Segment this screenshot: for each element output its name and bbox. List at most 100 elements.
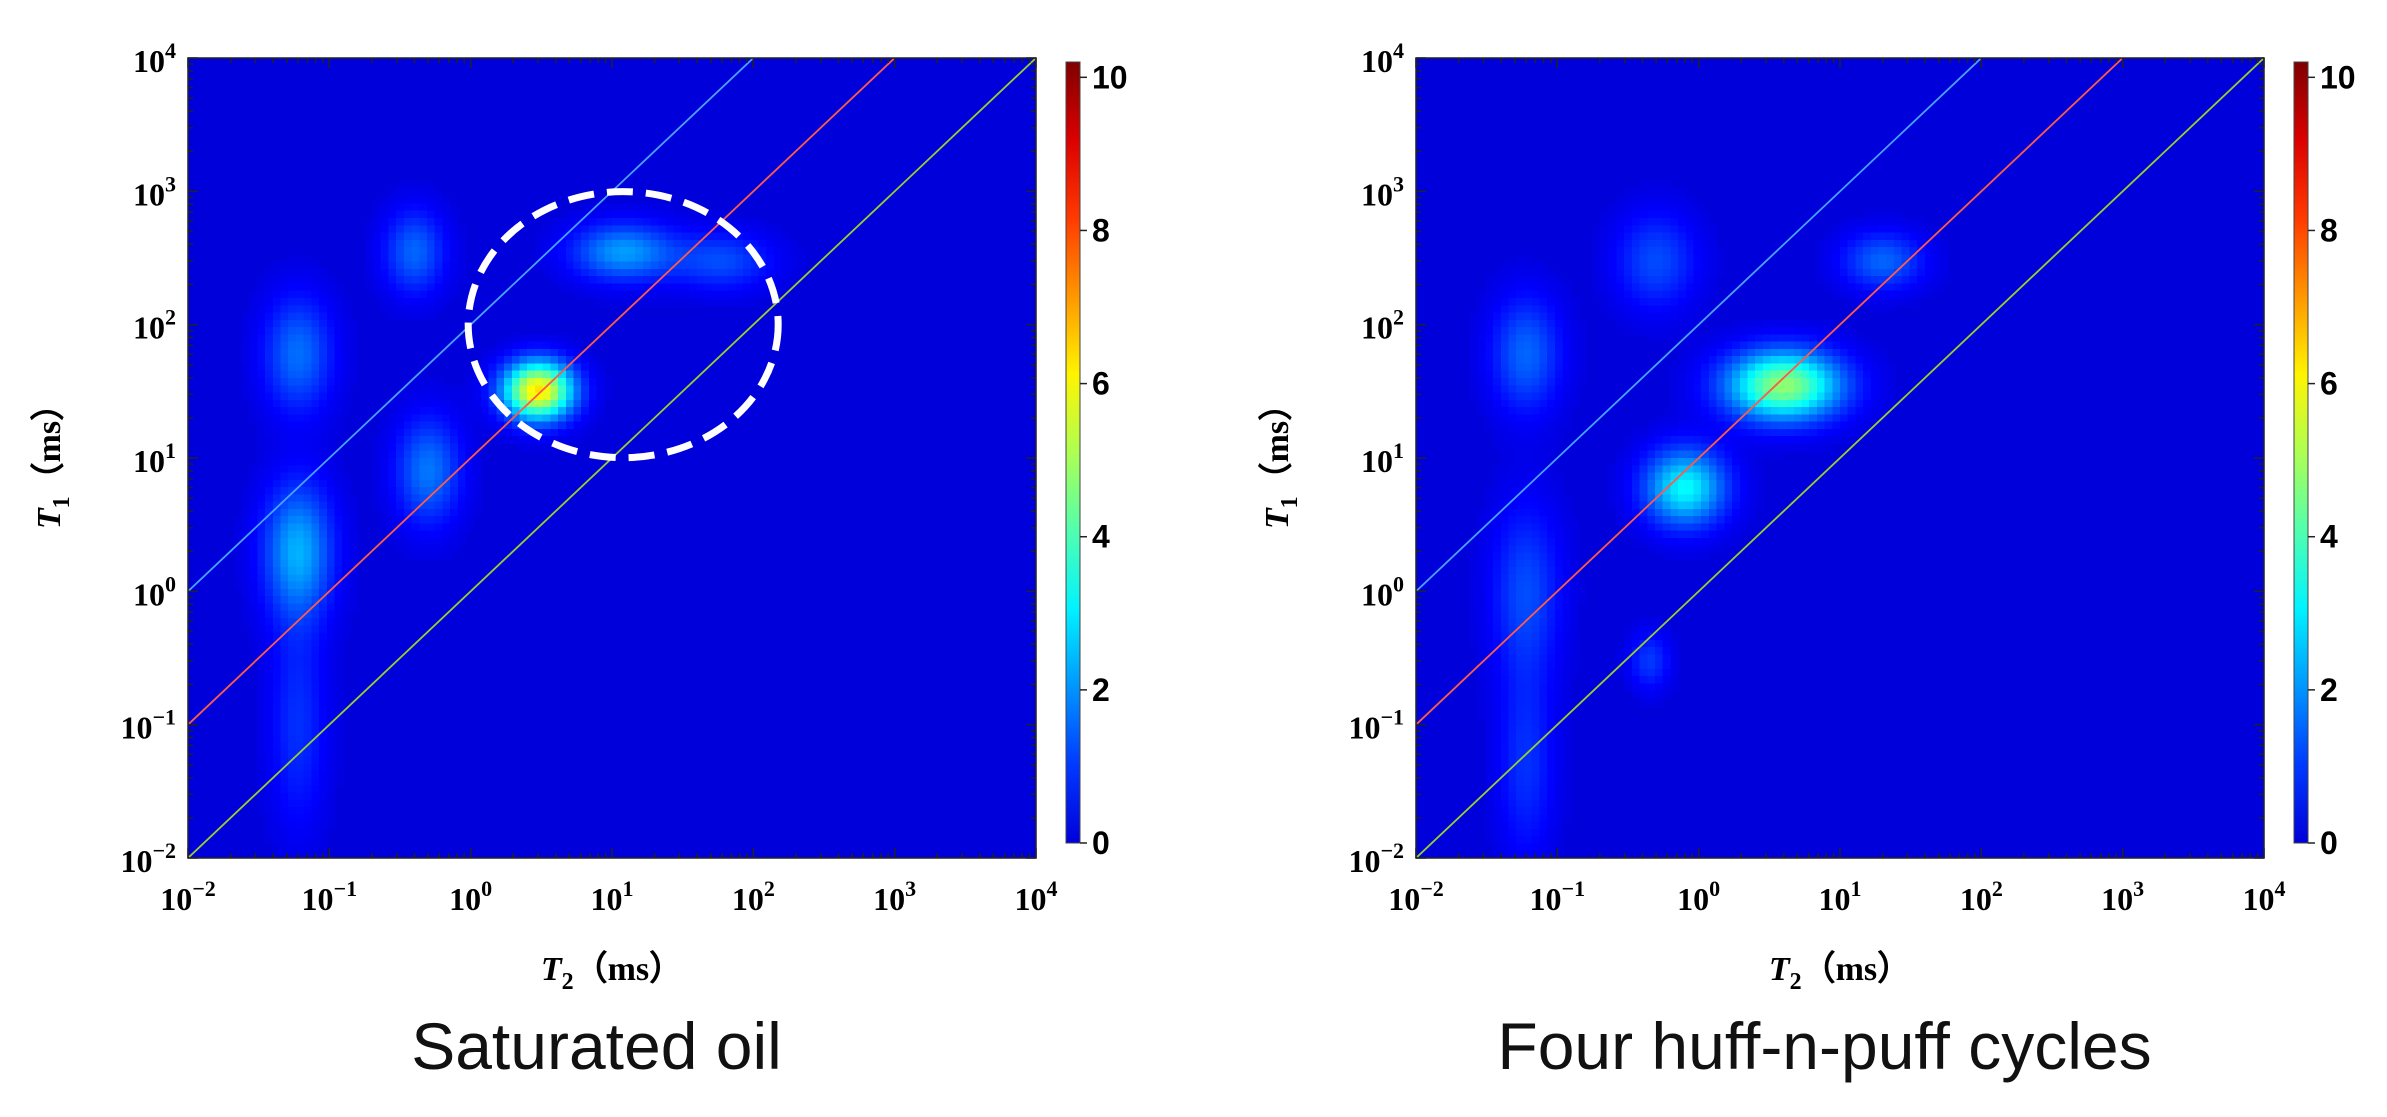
heatmap-cell <box>1531 596 1540 605</box>
heatmap-cell <box>241 530 251 539</box>
heatmap-cell <box>388 312 397 321</box>
heatmap-cell <box>311 610 320 619</box>
heatmap-cell <box>241 319 251 328</box>
heatmap-cell <box>319 479 328 488</box>
heatmap-cell <box>1755 443 1764 452</box>
heatmap-cell <box>334 676 343 685</box>
heatmap-cell <box>265 392 274 401</box>
heatmap-cell <box>1493 814 1502 823</box>
heatmap-cell <box>288 567 297 575</box>
heatmap-cell <box>303 494 312 503</box>
heatmap-cell <box>1570 581 1579 590</box>
heatmap-cell <box>1477 676 1486 685</box>
heatmap-cell <box>249 370 258 379</box>
heatmap-cell <box>1477 348 1486 357</box>
heatmap-cell <box>1500 545 1510 554</box>
heatmap-cell <box>1508 625 1517 634</box>
heatmap-cell <box>1647 472 1656 481</box>
heatmap-cell <box>1878 298 1887 306</box>
heatmap-cell <box>1485 778 1494 786</box>
heatmap-cell <box>403 305 413 314</box>
heatmap-cell <box>1508 690 1517 699</box>
heatmap-cell <box>1870 305 1880 314</box>
heatmap-cell <box>558 392 567 401</box>
heatmap-cell <box>1539 341 1548 350</box>
heatmap-cell <box>1886 392 1895 401</box>
heatmap-cell <box>581 385 590 394</box>
heatmap-cell <box>450 545 459 554</box>
heatmap-cell <box>1678 545 1687 554</box>
heatmap-cell <box>1500 552 1510 561</box>
heatmap-cell <box>1647 239 1656 248</box>
heatmap-cell <box>265 421 274 430</box>
heatmap-cell <box>319 283 328 292</box>
heatmap-cell <box>295 508 305 517</box>
colorbar <box>2293 61 2309 844</box>
heatmap-cell <box>1847 407 1857 415</box>
heatmap-cell <box>1662 647 1671 655</box>
heatmap-cell <box>280 603 289 612</box>
heatmap-cell <box>311 341 320 350</box>
heatmap-cell <box>696 283 706 292</box>
heatmap-cell <box>326 334 336 343</box>
heatmap-cell <box>257 618 266 626</box>
heatmap-cell <box>311 668 320 677</box>
heatmap-cell <box>1647 210 1656 219</box>
heatmap-cell <box>257 378 266 386</box>
heatmap-cell <box>1516 574 1525 583</box>
heatmap-cell <box>488 378 497 386</box>
heatmap-cell <box>326 319 336 328</box>
heatmap-cell <box>635 232 644 241</box>
heatmap-cell <box>1554 727 1564 735</box>
heatmap-cell <box>249 538 258 546</box>
heatmap-cell <box>1531 588 1540 597</box>
heatmap-cell <box>426 276 436 285</box>
heatmap-cell <box>1770 385 1779 394</box>
heatmap-cell <box>1547 647 1556 655</box>
heatmap-cell <box>1855 283 1864 292</box>
heatmap-cell <box>1747 428 1756 437</box>
heatmap-cell <box>1701 239 1710 248</box>
heatmap-cell <box>665 298 675 306</box>
colorbar-tick-label: 8 <box>1092 212 1110 248</box>
heatmap-cell <box>295 574 305 583</box>
heatmap-cell <box>1616 465 1625 474</box>
heatmap-cell <box>303 501 312 510</box>
heatmap-cell <box>241 567 251 575</box>
heatmap-cell <box>1739 472 1749 481</box>
heatmap-cell <box>1554 741 1564 750</box>
heatmap-cell <box>1523 850 1533 859</box>
heatmap-cell <box>1539 436 1548 445</box>
heatmap-cell <box>596 232 605 241</box>
heatmap-cell <box>272 458 282 466</box>
heatmap-cell <box>241 385 251 394</box>
heatmap-cell <box>719 247 729 255</box>
heatmap-cell <box>596 283 605 292</box>
heatmap-cell <box>1917 261 1926 270</box>
heatmap-cell <box>1523 370 1533 379</box>
heatmap-cell <box>1793 428 1803 437</box>
heatmap-cell <box>403 276 413 285</box>
heatmap-cell <box>573 363 582 372</box>
heatmap-cell <box>1716 254 1725 263</box>
heatmap-cell <box>1493 632 1502 641</box>
heatmap-cell <box>311 312 320 321</box>
heatmap-cell <box>596 218 605 226</box>
heatmap-cell <box>1670 239 1679 248</box>
heatmap-cell <box>1708 516 1718 525</box>
heatmap-cell <box>534 341 544 350</box>
heatmap-cell <box>1678 378 1687 386</box>
heatmap-cell <box>272 778 282 786</box>
heatmap-cell <box>1747 479 1756 488</box>
heatmap-cell <box>249 516 258 525</box>
heatmap-cell <box>1493 712 1502 721</box>
heatmap-cell <box>1516 748 1525 757</box>
heatmap-cell <box>288 414 297 423</box>
heatmap-cell <box>1732 385 1741 394</box>
heatmap-cell <box>303 828 312 837</box>
heatmap-cell <box>727 283 736 292</box>
heatmap-cell <box>1886 268 1895 277</box>
heatmap-cell <box>558 436 567 445</box>
heatmap-cell <box>1724 428 1733 437</box>
heatmap-cell <box>1493 603 1502 612</box>
